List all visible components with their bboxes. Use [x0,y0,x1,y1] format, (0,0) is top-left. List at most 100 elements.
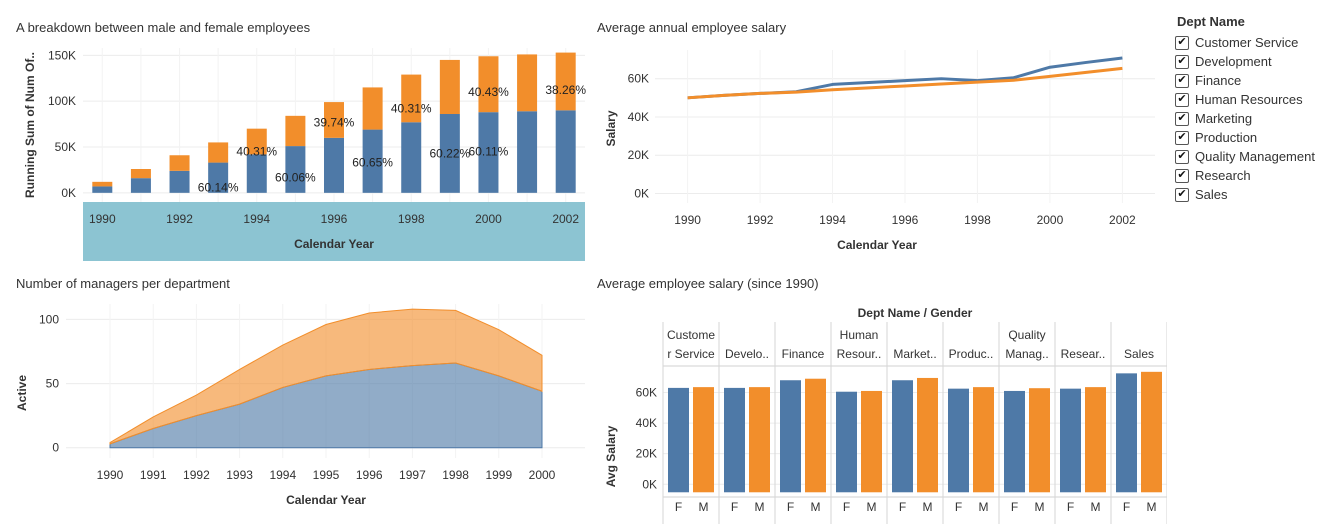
data-label: 60.06% [275,170,316,184]
bar-segment[interactable] [439,59,460,114]
checkbox-icon[interactable]: ✔ [1175,111,1189,126]
bar[interactable] [973,387,994,493]
bar[interactable] [1029,388,1050,493]
x-axis-title: Calendar Year [837,238,917,252]
checkbox-icon[interactable]: ✔ [1175,149,1189,164]
gender-label: F [1011,500,1018,514]
y-tick-label: 60K [628,72,649,86]
checkbox-icon[interactable]: ✔ [1175,168,1189,183]
legend-items: ✔ Customer Service ✔ Development ✔ Finance ✔ Hu… [1175,33,1335,204]
legend-item[interactable]: ✔ Customer Service [1175,33,1335,52]
bar-segment[interactable] [169,170,190,193]
bar-segment[interactable] [324,137,344,193]
legend-item[interactable]: ✔ Marketing [1175,109,1335,128]
bar-segment[interactable] [478,112,499,193]
x-tick-label: 1992 [166,212,193,226]
dept-header-label: r Service [667,347,715,361]
bar-segment[interactable] [208,162,229,193]
bar-segment[interactable] [130,178,151,193]
dept-header-label: Market.. [893,347,936,361]
bar-segment[interactable] [246,128,267,155]
bar[interactable] [724,387,745,493]
bar[interactable] [1060,388,1081,493]
y-tick-label: 20K [628,148,649,162]
bar[interactable] [749,387,770,493]
bar[interactable] [948,388,969,493]
bar[interactable] [1004,390,1025,493]
legend-item-label: Finance [1195,73,1242,88]
y-tick-label: 100K [48,94,76,108]
gender-label: M [1035,500,1045,514]
checkbox-icon[interactable]: ✔ [1175,92,1189,107]
bar[interactable] [917,377,938,493]
bar-segment[interactable] [555,52,576,111]
gender-label: M [1091,500,1101,514]
bar-segment[interactable] [517,54,538,112]
bar-segment[interactable] [362,87,383,130]
bar-segment[interactable] [324,102,344,138]
bar-segment[interactable] [439,114,460,193]
bar-segment[interactable] [517,111,538,193]
bar[interactable] [668,387,689,493]
bar-segment[interactable] [169,155,190,171]
bar-segment[interactable] [401,74,422,123]
data-label: 40.43% [468,85,509,99]
y-tick-label: 0K [642,477,657,491]
x-tick-label: 1991 [140,468,167,482]
bar-segment[interactable] [92,181,113,187]
x-tick-label: 1992 [183,468,210,482]
bar-segment[interactable] [401,122,422,193]
series-area[interactable] [109,308,543,445]
x-tick-label: 1995 [313,468,340,482]
series-line[interactable] [687,66,1123,100]
gender-label: M [867,500,877,514]
bar[interactable] [805,378,826,493]
bar[interactable] [892,380,913,493]
checkbox-icon[interactable]: ✔ [1175,35,1189,50]
legend-item[interactable]: ✔ Development [1175,52,1335,71]
dept-salary-chart: Dept Name / Gender 0K 20K 40K 60K Avg Salary C… [604,306,1167,524]
legend-item[interactable]: ✔ Quality Management [1175,147,1335,166]
bar-segment[interactable] [362,129,383,193]
legend-item[interactable]: ✔ Finance [1175,71,1335,90]
x-tick-label: 1998 [442,468,469,482]
dept-header-label: Manag.. [1005,347,1048,361]
gender-label: F [1123,500,1130,514]
x-tick-label: 1997 [399,468,426,482]
bar[interactable] [836,391,857,493]
bar-segment[interactable] [478,56,499,113]
bar[interactable] [1116,373,1137,493]
dept-header-label: Quality [1008,328,1045,342]
x-axis-header-band[interactable] [83,202,585,261]
bar[interactable] [1085,387,1106,493]
bar[interactable] [1141,371,1162,493]
checkbox-icon[interactable]: ✔ [1175,130,1189,145]
legend-item[interactable]: ✔ Human Resources [1175,90,1335,109]
y-tick-label: 100 [39,312,59,326]
x-tick-label: 1994 [819,213,846,227]
checkbox-icon[interactable]: ✔ [1175,54,1189,69]
bar-segment[interactable] [208,142,229,163]
y-tick-label: 40K [628,110,649,124]
legend-item[interactable]: ✔ Research [1175,166,1335,185]
bar-segment[interactable] [555,110,576,193]
checkbox-icon[interactable]: ✔ [1175,73,1189,88]
bar-segment[interactable] [285,146,306,193]
bar-segment[interactable] [92,186,113,193]
x-tick-label: 1998 [398,212,425,226]
legend-item-label: Production [1195,130,1258,145]
gender-breakdown-title: A breakdown between male and female empl… [16,20,311,35]
bar-segment[interactable] [285,115,306,147]
x-tick-label: 1996 [321,212,348,226]
bar[interactable] [693,387,714,493]
legend-item-label: Human Resources [1195,92,1303,107]
legend-item[interactable]: ✔ Sales [1175,185,1335,204]
bar-segment[interactable] [130,169,151,179]
x-tick-label: 1990 [89,212,116,226]
bar[interactable] [780,380,801,493]
bar-segment[interactable] [246,154,267,193]
bar[interactable] [861,390,882,493]
dept-salary-title: Average employee salary (since 1990) [597,276,819,291]
legend-item[interactable]: ✔ Production [1175,128,1335,147]
checkbox-icon[interactable]: ✔ [1175,187,1189,202]
